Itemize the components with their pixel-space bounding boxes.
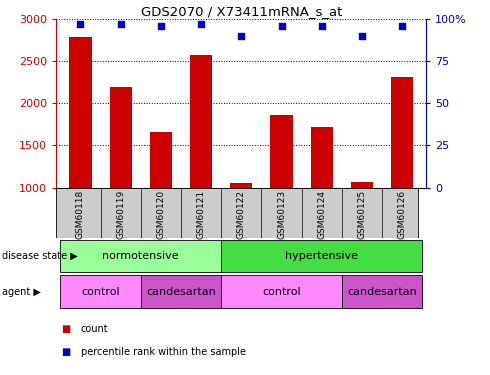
- Text: agent ▶: agent ▶: [2, 286, 41, 297]
- Text: ■: ■: [61, 324, 71, 334]
- Bar: [351, 182, 373, 188]
- Point: [157, 22, 165, 28]
- Point: [197, 21, 205, 27]
- Point: [358, 33, 366, 39]
- Bar: [150, 132, 172, 188]
- Text: GSM60121: GSM60121: [196, 190, 206, 239]
- Bar: [60, 240, 221, 272]
- Text: GSM60120: GSM60120: [156, 190, 166, 239]
- Point: [278, 22, 286, 28]
- Text: disease state ▶: disease state ▶: [2, 251, 78, 261]
- Bar: [60, 275, 141, 308]
- Bar: [230, 183, 252, 188]
- Text: control: control: [262, 286, 301, 297]
- Bar: [70, 38, 92, 188]
- Bar: [141, 275, 221, 308]
- Text: GSM60118: GSM60118: [76, 190, 85, 239]
- Bar: [110, 87, 132, 188]
- Point: [238, 33, 245, 39]
- Text: hypertensive: hypertensive: [285, 251, 358, 261]
- Text: GSM60124: GSM60124: [317, 190, 326, 239]
- Text: candesartan: candesartan: [146, 286, 216, 297]
- Bar: [270, 115, 293, 188]
- Bar: [342, 275, 422, 308]
- Point: [76, 21, 84, 27]
- Text: candesartan: candesartan: [347, 286, 417, 297]
- Point: [318, 22, 326, 28]
- Text: GSM60126: GSM60126: [398, 190, 407, 239]
- Text: GSM60119: GSM60119: [116, 190, 125, 239]
- Bar: [391, 77, 413, 188]
- Point: [398, 22, 406, 28]
- Title: GDS2070 / X73411mRNA_s_at: GDS2070 / X73411mRNA_s_at: [141, 4, 342, 18]
- Text: count: count: [81, 324, 108, 334]
- Bar: [221, 275, 342, 308]
- Text: GSM60122: GSM60122: [237, 190, 246, 239]
- Text: normotensive: normotensive: [102, 251, 179, 261]
- Bar: [311, 127, 333, 188]
- Point: [117, 21, 124, 27]
- Text: percentile rank within the sample: percentile rank within the sample: [81, 347, 246, 357]
- Text: control: control: [81, 286, 120, 297]
- Text: ■: ■: [61, 347, 71, 357]
- Bar: [221, 240, 422, 272]
- Text: GSM60125: GSM60125: [358, 190, 367, 239]
- Bar: [190, 55, 212, 188]
- Text: GSM60123: GSM60123: [277, 190, 286, 239]
